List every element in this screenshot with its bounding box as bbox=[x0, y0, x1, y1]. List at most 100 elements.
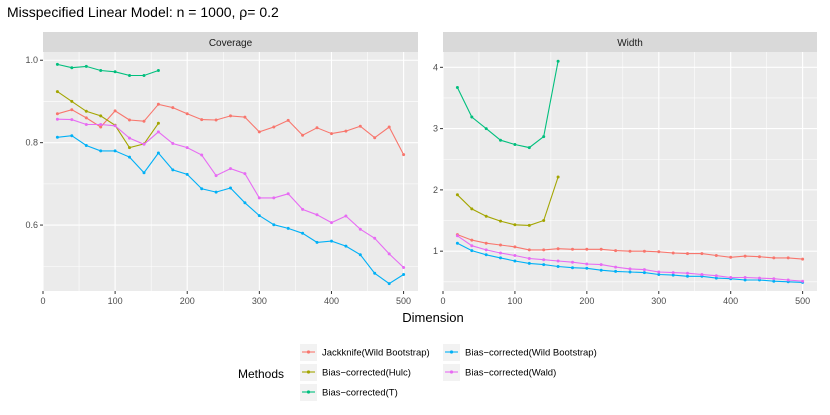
data-point bbox=[272, 125, 276, 129]
data-point bbox=[243, 172, 247, 176]
legend-label: Bias−corrected(Wild Bootstrap) bbox=[465, 348, 597, 359]
data-point bbox=[470, 115, 474, 119]
data-point bbox=[286, 118, 290, 122]
data-point bbox=[84, 109, 88, 113]
chart-title: Misspecified Linear Model: n = 1000, ρ= … bbox=[7, 4, 279, 20]
data-point bbox=[484, 241, 488, 245]
panel-background bbox=[443, 52, 817, 291]
panel-strip-label: Width bbox=[617, 38, 643, 49]
data-point bbox=[358, 253, 362, 257]
series-line bbox=[57, 63, 159, 77]
y-tick-label: 4 bbox=[433, 62, 438, 72]
data-point bbox=[657, 250, 661, 254]
data-point bbox=[729, 255, 733, 259]
data-point bbox=[402, 266, 406, 269]
data-point bbox=[128, 118, 131, 122]
data-point bbox=[470, 249, 474, 253]
data-point bbox=[499, 243, 502, 247]
data-point bbox=[214, 174, 218, 178]
data-point bbox=[84, 64, 88, 68]
data-point bbox=[171, 168, 175, 172]
data-point bbox=[657, 273, 661, 276]
data-point bbox=[743, 278, 747, 282]
data-point bbox=[556, 175, 560, 179]
legend-key-point bbox=[306, 370, 311, 374]
data-point bbox=[84, 116, 88, 120]
data-point bbox=[330, 221, 333, 225]
data-point bbox=[599, 263, 603, 267]
data-point bbox=[257, 214, 261, 218]
data-point bbox=[229, 186, 232, 190]
data-point bbox=[402, 153, 406, 157]
data-point bbox=[527, 223, 531, 227]
data-point bbox=[373, 271, 377, 275]
data-point bbox=[700, 252, 704, 256]
data-point bbox=[714, 254, 718, 257]
data-point bbox=[214, 190, 218, 194]
data-point bbox=[402, 273, 406, 276]
data-point bbox=[714, 276, 718, 280]
data-point bbox=[743, 254, 747, 258]
data-point bbox=[156, 151, 160, 155]
data-point bbox=[70, 99, 74, 103]
data-point bbox=[686, 274, 689, 278]
data-point bbox=[758, 276, 761, 280]
data-point bbox=[113, 70, 117, 74]
legend-title: Methods bbox=[238, 367, 284, 381]
data-point bbox=[772, 277, 776, 281]
data-point bbox=[614, 265, 618, 269]
y-tick-label: 0.8 bbox=[25, 138, 38, 148]
data-point bbox=[527, 257, 531, 260]
legend-label: Bias−corrected(T) bbox=[322, 388, 398, 399]
legend-key-point bbox=[449, 370, 454, 374]
data-point bbox=[628, 270, 632, 274]
data-point bbox=[99, 114, 103, 118]
data-point bbox=[373, 136, 377, 140]
panel-background bbox=[43, 52, 418, 291]
data-point bbox=[243, 201, 247, 205]
data-point bbox=[185, 172, 189, 176]
x-tick-label: 300 bbox=[651, 296, 666, 306]
data-point bbox=[84, 144, 88, 147]
data-point bbox=[585, 247, 589, 251]
data-point bbox=[556, 265, 560, 268]
data-point bbox=[55, 117, 59, 121]
data-point bbox=[571, 266, 574, 270]
data-point bbox=[571, 260, 574, 264]
data-point bbox=[499, 219, 502, 223]
data-point bbox=[484, 127, 488, 131]
data-point bbox=[315, 126, 319, 130]
y-tick-label: 1.0 bbox=[25, 55, 38, 65]
data-point bbox=[499, 138, 502, 142]
data-point bbox=[671, 271, 675, 275]
data-point bbox=[200, 187, 204, 191]
legend-key-point bbox=[306, 350, 311, 354]
data-point bbox=[99, 123, 103, 126]
data-point bbox=[527, 248, 531, 252]
data-point bbox=[99, 69, 103, 72]
data-point bbox=[387, 282, 391, 286]
data-point bbox=[113, 149, 117, 153]
data-point bbox=[614, 249, 618, 253]
data-point bbox=[272, 196, 276, 200]
data-point bbox=[657, 270, 661, 274]
data-point bbox=[527, 261, 531, 265]
y-tick-label: 3 bbox=[433, 124, 438, 134]
data-point bbox=[455, 86, 459, 89]
panel-strip bbox=[443, 32, 817, 52]
data-point bbox=[470, 207, 474, 211]
data-point bbox=[484, 248, 488, 252]
data-point bbox=[599, 268, 603, 272]
data-point bbox=[628, 267, 632, 271]
data-point bbox=[200, 153, 204, 157]
legend-key-point bbox=[306, 390, 311, 394]
x-tick-label: 500 bbox=[396, 296, 411, 306]
data-point bbox=[286, 192, 290, 196]
data-point bbox=[185, 112, 189, 116]
data-point bbox=[272, 223, 276, 227]
data-point bbox=[200, 118, 204, 122]
data-point bbox=[70, 66, 74, 70]
data-point bbox=[373, 236, 377, 240]
data-point bbox=[229, 167, 232, 171]
